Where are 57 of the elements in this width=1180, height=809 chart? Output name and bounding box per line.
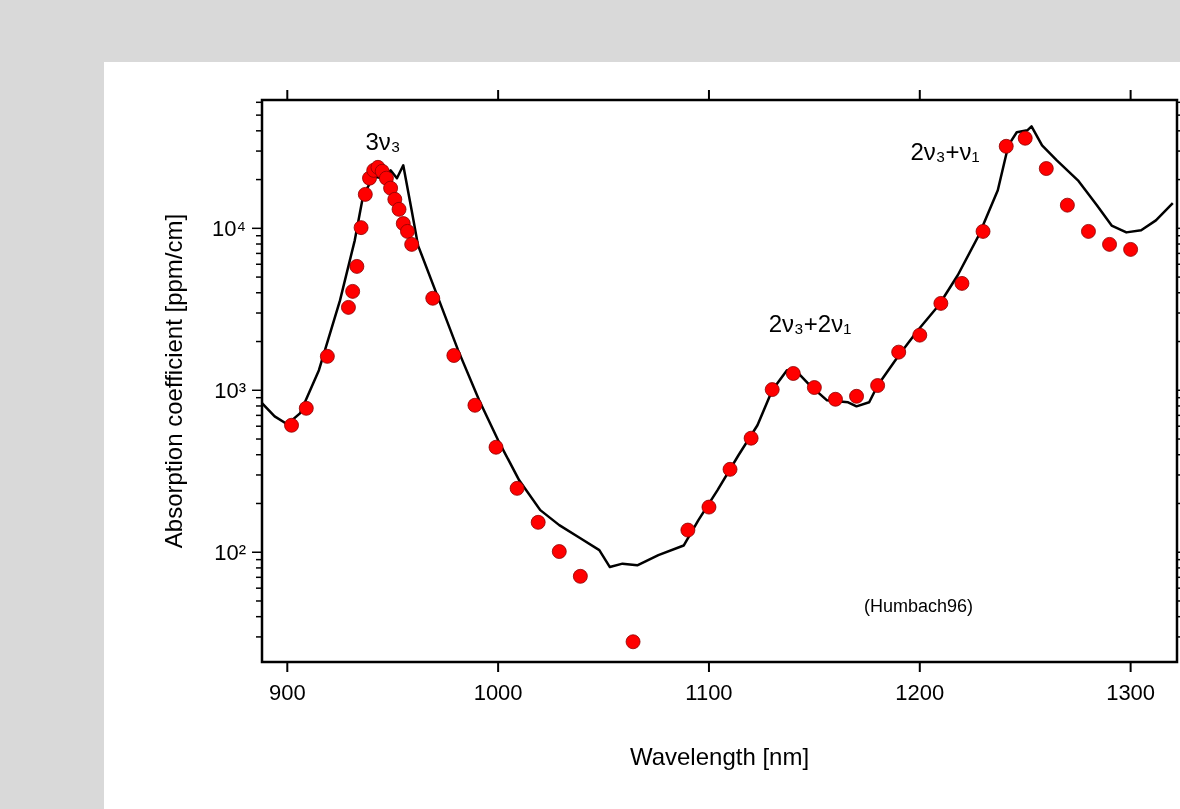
point	[391, 201, 407, 217]
y-tick-label: 10²	[214, 540, 246, 566]
x-axis-title: Wavelength [nm]	[629, 743, 810, 770]
point	[722, 461, 738, 477]
point	[551, 544, 567, 559]
x-tick-label: 1200	[895, 680, 945, 705]
point	[1102, 236, 1117, 252]
point	[828, 391, 843, 407]
point	[998, 138, 1014, 154]
annotation: 2ν₃+ν₁	[910, 138, 980, 165]
point	[933, 295, 949, 311]
point	[680, 522, 696, 538]
point	[701, 499, 717, 515]
point	[870, 378, 886, 393]
point	[319, 348, 335, 364]
point	[743, 430, 759, 446]
point	[1017, 130, 1033, 146]
point	[785, 366, 801, 381]
x-tick-label: 1000	[473, 680, 523, 705]
point	[488, 439, 504, 455]
point	[446, 348, 462, 363]
point	[425, 290, 441, 306]
point	[912, 327, 928, 343]
x-tick-label: 1100	[685, 680, 733, 705]
point	[404, 236, 420, 252]
point	[383, 180, 399, 196]
y-axis-title: Absorption coefficient [ppm/cm]	[160, 213, 187, 549]
point	[509, 480, 525, 496]
point	[284, 417, 299, 433]
point	[625, 634, 641, 650]
x-tick-label: 1300	[1106, 680, 1156, 705]
point	[345, 283, 361, 299]
point	[975, 224, 991, 239]
y-tick-label: 10⁴	[212, 216, 246, 242]
point	[764, 382, 780, 397]
annotation: 3ν₃	[365, 128, 401, 155]
point	[400, 224, 415, 239]
annotation: 2ν₃+2ν₁	[768, 310, 852, 337]
point	[891, 344, 907, 360]
y-tick-label: 10³	[214, 378, 246, 404]
point	[530, 514, 546, 530]
point	[1059, 197, 1075, 213]
point	[806, 380, 822, 395]
point	[572, 568, 588, 584]
point	[298, 400, 314, 416]
point	[353, 220, 369, 236]
point	[1081, 224, 1096, 239]
point	[349, 259, 365, 274]
point	[341, 299, 356, 315]
point	[467, 397, 483, 413]
point	[954, 276, 970, 291]
x-tick-label: 900	[268, 680, 306, 705]
point	[849, 388, 864, 404]
point	[1123, 242, 1139, 257]
point	[1038, 161, 1054, 176]
point	[357, 187, 373, 202]
annotation: (Humbach96)	[864, 596, 974, 616]
